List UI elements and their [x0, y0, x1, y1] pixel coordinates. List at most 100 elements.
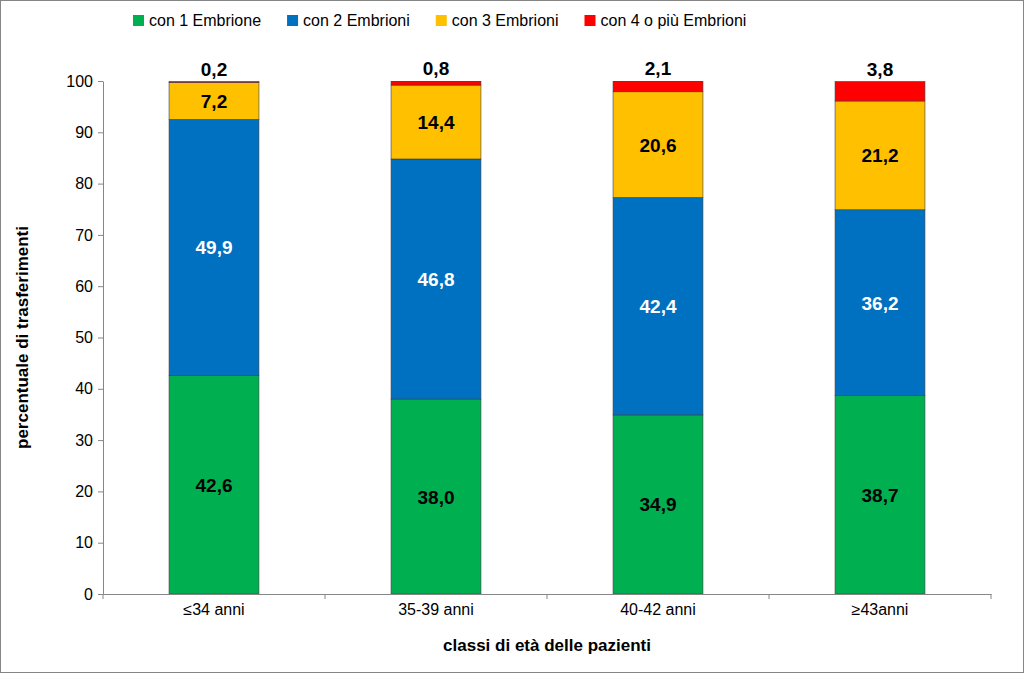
data-label: 38,7: [862, 485, 899, 506]
tick-mark: [98, 491, 103, 492]
y-tick: 60: [75, 278, 103, 295]
tick-mark: [98, 440, 103, 441]
legend-swatch: [436, 15, 447, 26]
axis-line: [103, 82, 104, 595]
bar-segment: [169, 82, 259, 83]
tick-mark: [98, 338, 103, 339]
bars: [169, 81, 925, 594]
data-label: 46,8: [418, 269, 455, 290]
legend-swatch: [133, 15, 144, 26]
data-label: 3,8: [867, 59, 893, 80]
y-tick: 20: [75, 483, 103, 500]
bar-segment: [835, 101, 925, 210]
legend: con 1 Embrione con 2 Embrioni con 3 Embrio…: [133, 12, 746, 29]
y-tick: 10: [75, 534, 103, 551]
legend-swatch: [585, 15, 596, 26]
bar-segment: [835, 395, 925, 594]
tick-label: ≤34 anni: [183, 601, 244, 618]
data-label: 14,4: [418, 112, 455, 133]
data-label: 2,1: [645, 58, 672, 79]
chart-border: [1, 1, 1024, 673]
tick-label: 70: [75, 227, 93, 244]
x-axis: ≤34 anni 35-39 anni 40-42 anni ≥43anni: [103, 594, 992, 618]
separator-tick: [547, 594, 548, 599]
bar-segment: [613, 197, 703, 415]
legend-swatch: [287, 15, 298, 26]
bar-segment: [613, 81, 703, 92]
data-label: 49,9: [196, 237, 233, 258]
legend-item: con 4 o più Embrioni: [585, 12, 747, 29]
tick-label: 40-42 anni: [620, 601, 696, 618]
data-label: 36,2: [862, 293, 899, 314]
x-tick: ≤34 anni: [183, 594, 244, 618]
tick-label: ≥43anni: [852, 601, 909, 618]
legend-item: con 2 Embrioni: [287, 12, 410, 29]
data-label: 7,2: [201, 91, 227, 112]
tick-label: 0: [84, 586, 93, 603]
tick-mark: [98, 235, 103, 236]
legend-label: con 4 o più Embrioni: [601, 12, 747, 29]
category-separators: [103, 594, 991, 599]
data-label: 42,4: [640, 296, 677, 317]
bar-segment: [169, 119, 259, 375]
y-tick: 0: [84, 586, 103, 603]
bar-segment: [613, 92, 703, 198]
tick-mark: [98, 184, 103, 185]
y-tick: 70: [75, 227, 103, 244]
y-tick: 80: [75, 175, 103, 192]
data-label: 20,6: [640, 135, 677, 156]
bar-segment: [391, 85, 481, 159]
data-label: 42,6: [196, 475, 233, 496]
separator-tick: [769, 594, 770, 599]
y-tick: 30: [75, 432, 103, 449]
separator-tick: [325, 594, 326, 599]
x-tick: 40-42 anni: [620, 594, 696, 618]
chart: 0 10 20 30 40 50 60 70 80 90 100 ≤34 anni 35-39 anni…: [0, 0, 1024, 673]
y-axis: 0 10 20 30 40 50 60 70 80 90 100: [66, 73, 103, 603]
legend-item: con 1 Embrione: [133, 12, 261, 29]
legend-label: con 3 Embrioni: [452, 12, 559, 29]
tick-label: 100: [66, 73, 93, 90]
x-axis-title: classi di età delle pazienti: [443, 636, 651, 655]
y-tick: 40: [75, 380, 103, 397]
y-tick: 50: [75, 329, 103, 346]
tick-label: 90: [75, 124, 93, 141]
bar-segment: [391, 399, 481, 594]
bar-segment: [391, 159, 481, 399]
tick-label: 60: [75, 278, 93, 295]
tick-label: 35-39 anni: [398, 601, 474, 618]
tick-label: 80: [75, 175, 93, 192]
tick-label: 10: [75, 534, 93, 551]
x-tick: 35-39 anni: [398, 594, 474, 618]
bar-segment: [613, 415, 703, 594]
data-label: 34,9: [640, 494, 677, 515]
separator-tick: [991, 594, 992, 599]
data-label: 0,2: [201, 59, 227, 80]
separator-tick: [103, 594, 104, 599]
bar-segment: [391, 81, 481, 85]
bar-segment: [835, 210, 925, 396]
bar-segment: [169, 375, 259, 594]
plot: 0 10 20 30 40 50 60 70 80 90 100 ≤34 anni 35-39 anni…: [66, 58, 991, 618]
legend-label: con 1 Embrione: [149, 12, 261, 29]
y-axis-title: percentuale di trasferimenti: [13, 226, 32, 449]
data-label: 0,8: [423, 58, 449, 79]
data-label: 38,0: [418, 487, 455, 508]
x-tick: ≥43anni: [852, 594, 909, 618]
bar-segment: [835, 82, 925, 101]
tick-mark: [98, 543, 103, 544]
tick-mark: [98, 594, 103, 595]
tick-mark: [98, 81, 103, 82]
bar-segment: [169, 83, 259, 120]
data-labels: 42,6 38,0 34,9 38,7 49,9 46,8 42,4 36,2 7,2 14,4 2…: [196, 58, 899, 515]
tick-label: 30: [75, 432, 93, 449]
tick-label: 40: [75, 380, 93, 397]
y-tick: 100: [66, 73, 103, 90]
tick-mark: [98, 389, 103, 390]
y-tick: 90: [75, 124, 103, 141]
legend-item: con 3 Embrioni: [436, 12, 559, 29]
tick-label: 50: [75, 329, 93, 346]
tick-mark: [98, 132, 103, 133]
legend-label: con 2 Embrioni: [303, 12, 410, 29]
tick-label: 20: [75, 483, 93, 500]
